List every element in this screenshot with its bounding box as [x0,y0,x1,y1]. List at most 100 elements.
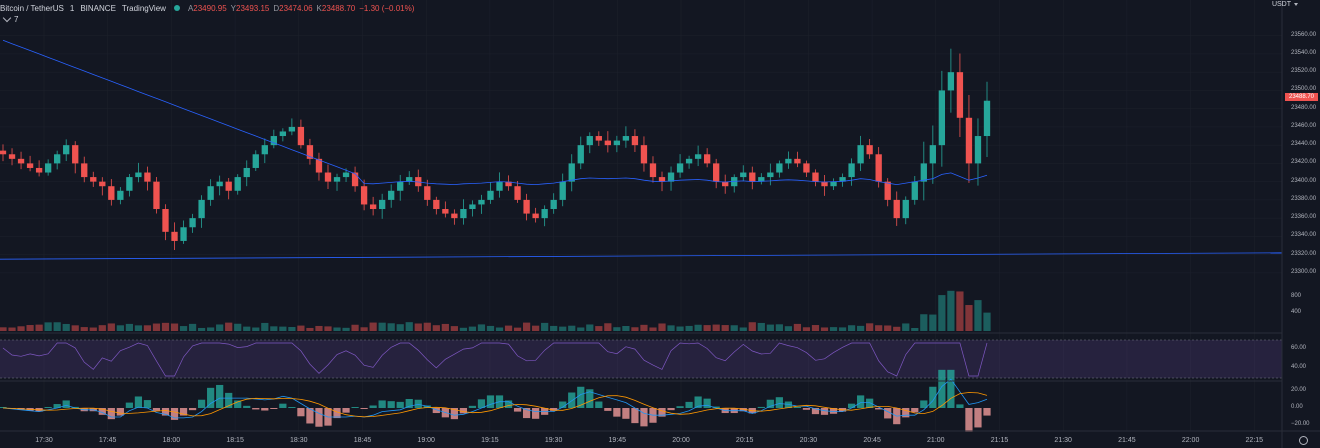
volume-axis-label: 800 [1291,293,1302,299]
macd-histogram-bar [134,396,143,408]
volume-bar [243,326,251,331]
macd-histogram-bar [342,408,350,413]
volume-bar [125,323,133,331]
macd-histogram-bar [902,408,910,418]
macd-axis-label: −20.00 [1291,421,1310,427]
time-axis-label: 21:30 [1054,437,1072,444]
macd-histogram-bar [667,408,675,411]
candle-body [965,117,973,164]
macd-histogram [0,369,991,432]
indicators-toggle[interactable]: 7 [2,13,18,24]
macd-histogram-bar [938,369,946,408]
macd-histogram-bar [315,408,323,427]
high-label: Y [230,3,236,13]
volume-bar [956,291,964,331]
volume-bar [225,322,233,331]
volume-bar [802,327,811,331]
macd-histogram-bar [757,406,765,408]
volume-bar [35,324,43,331]
macd-histogram-bar [965,408,973,432]
candle-body [63,145,70,155]
volume-bar [53,322,61,331]
macd-histogram-bar [450,408,458,420]
candle-body [974,136,982,164]
volume-bar [739,327,747,331]
time-axis-label: 20:00 [672,437,690,444]
candle-body [685,158,693,164]
candle-body [857,145,864,164]
volume-bar [306,327,314,331]
low-label: D [273,3,280,13]
macd-histogram-bar [197,399,206,408]
candle-body [866,145,873,155]
candle-body [812,172,819,182]
candle-body [234,177,241,191]
volume-bar [965,305,973,331]
change-value: −1.30 (−0.01%) [359,3,415,13]
candle-body [947,72,955,91]
volume-bar [270,326,278,331]
volume-bar [8,327,16,331]
volume-bar [252,327,260,331]
volume-bar [143,325,152,331]
currency-selector[interactable]: USDT [1272,1,1298,8]
volume-bar [297,325,305,331]
candle-body [559,181,566,200]
candle-body [568,163,575,182]
candle-body [153,181,160,210]
volume-bar [98,325,106,331]
candle-body [324,172,332,182]
candle-body [640,145,648,164]
volume-bar [17,326,25,331]
macd-histogram-bar [486,395,495,408]
macd-histogram-bar [622,408,630,419]
macd-histogram-bar [369,405,377,408]
candle-body [270,136,277,146]
candle-body [776,163,783,173]
price-candles [0,48,991,250]
candle-body [252,154,259,168]
price-axis-label: 23320.00 [1291,250,1317,257]
candle-body [541,209,548,219]
candle-body [306,145,314,159]
candle-body [261,145,268,155]
candle-body [740,172,747,178]
volume-bar [152,323,161,331]
candle-body [893,199,900,219]
candle-body [460,209,467,219]
macd-histogram-bar [522,408,531,419]
candle-body [523,199,530,214]
candle-body [667,172,675,182]
candle-body [839,177,846,182]
interval[interactable]: 1 [69,3,75,13]
macd-histogram-bar [559,401,567,408]
macd-histogram-bar [44,407,52,408]
volume-bar [793,323,802,331]
candle-body [442,209,449,214]
time-axis-label: 20:15 [735,437,754,444]
volume-bar [568,325,576,331]
macd-histogram-bar [658,408,666,417]
volume-bar [459,327,468,331]
settings-gear-icon[interactable] [1299,436,1308,445]
macd-histogram-bar [875,408,883,410]
candle-body [550,199,557,210]
volume-bar [947,290,955,331]
candle-body [99,181,106,187]
chart-grid [0,0,1282,431]
symbol-name[interactable]: Bitcoin / TetherUS [0,3,64,13]
rsi-band [0,340,1282,378]
macd-histogram-bar [252,408,260,410]
macd-histogram-bar [188,408,197,411]
candle-body [342,172,350,178]
macd-histogram-bar [62,400,70,408]
macd-histogram-bar [405,399,413,408]
volume-bar [0,327,7,331]
macd-line [2,378,988,419]
price-axis-label: 23480.00 [1291,104,1317,111]
volume-bar [504,325,513,331]
candle-body [297,126,305,146]
candle-body [171,231,178,241]
volume-bar [983,312,991,331]
